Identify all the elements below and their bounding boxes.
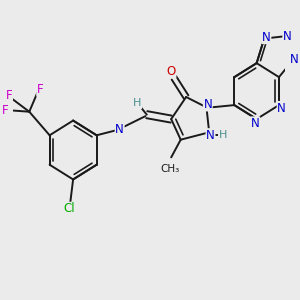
Text: F: F bbox=[6, 89, 12, 102]
Text: H: H bbox=[218, 130, 227, 140]
Text: F: F bbox=[37, 83, 44, 96]
Text: N: N bbox=[115, 123, 124, 136]
Text: N: N bbox=[251, 117, 260, 130]
Text: N: N bbox=[283, 30, 292, 43]
Text: CH₃: CH₃ bbox=[160, 164, 179, 174]
Text: N: N bbox=[277, 101, 286, 115]
Text: F: F bbox=[2, 104, 8, 117]
Text: O: O bbox=[167, 65, 176, 78]
Text: N: N bbox=[290, 53, 298, 66]
Text: N: N bbox=[262, 31, 271, 44]
Text: N: N bbox=[203, 98, 212, 111]
Text: Cl: Cl bbox=[63, 202, 75, 215]
Text: H: H bbox=[133, 98, 142, 109]
Text: N: N bbox=[206, 129, 215, 142]
